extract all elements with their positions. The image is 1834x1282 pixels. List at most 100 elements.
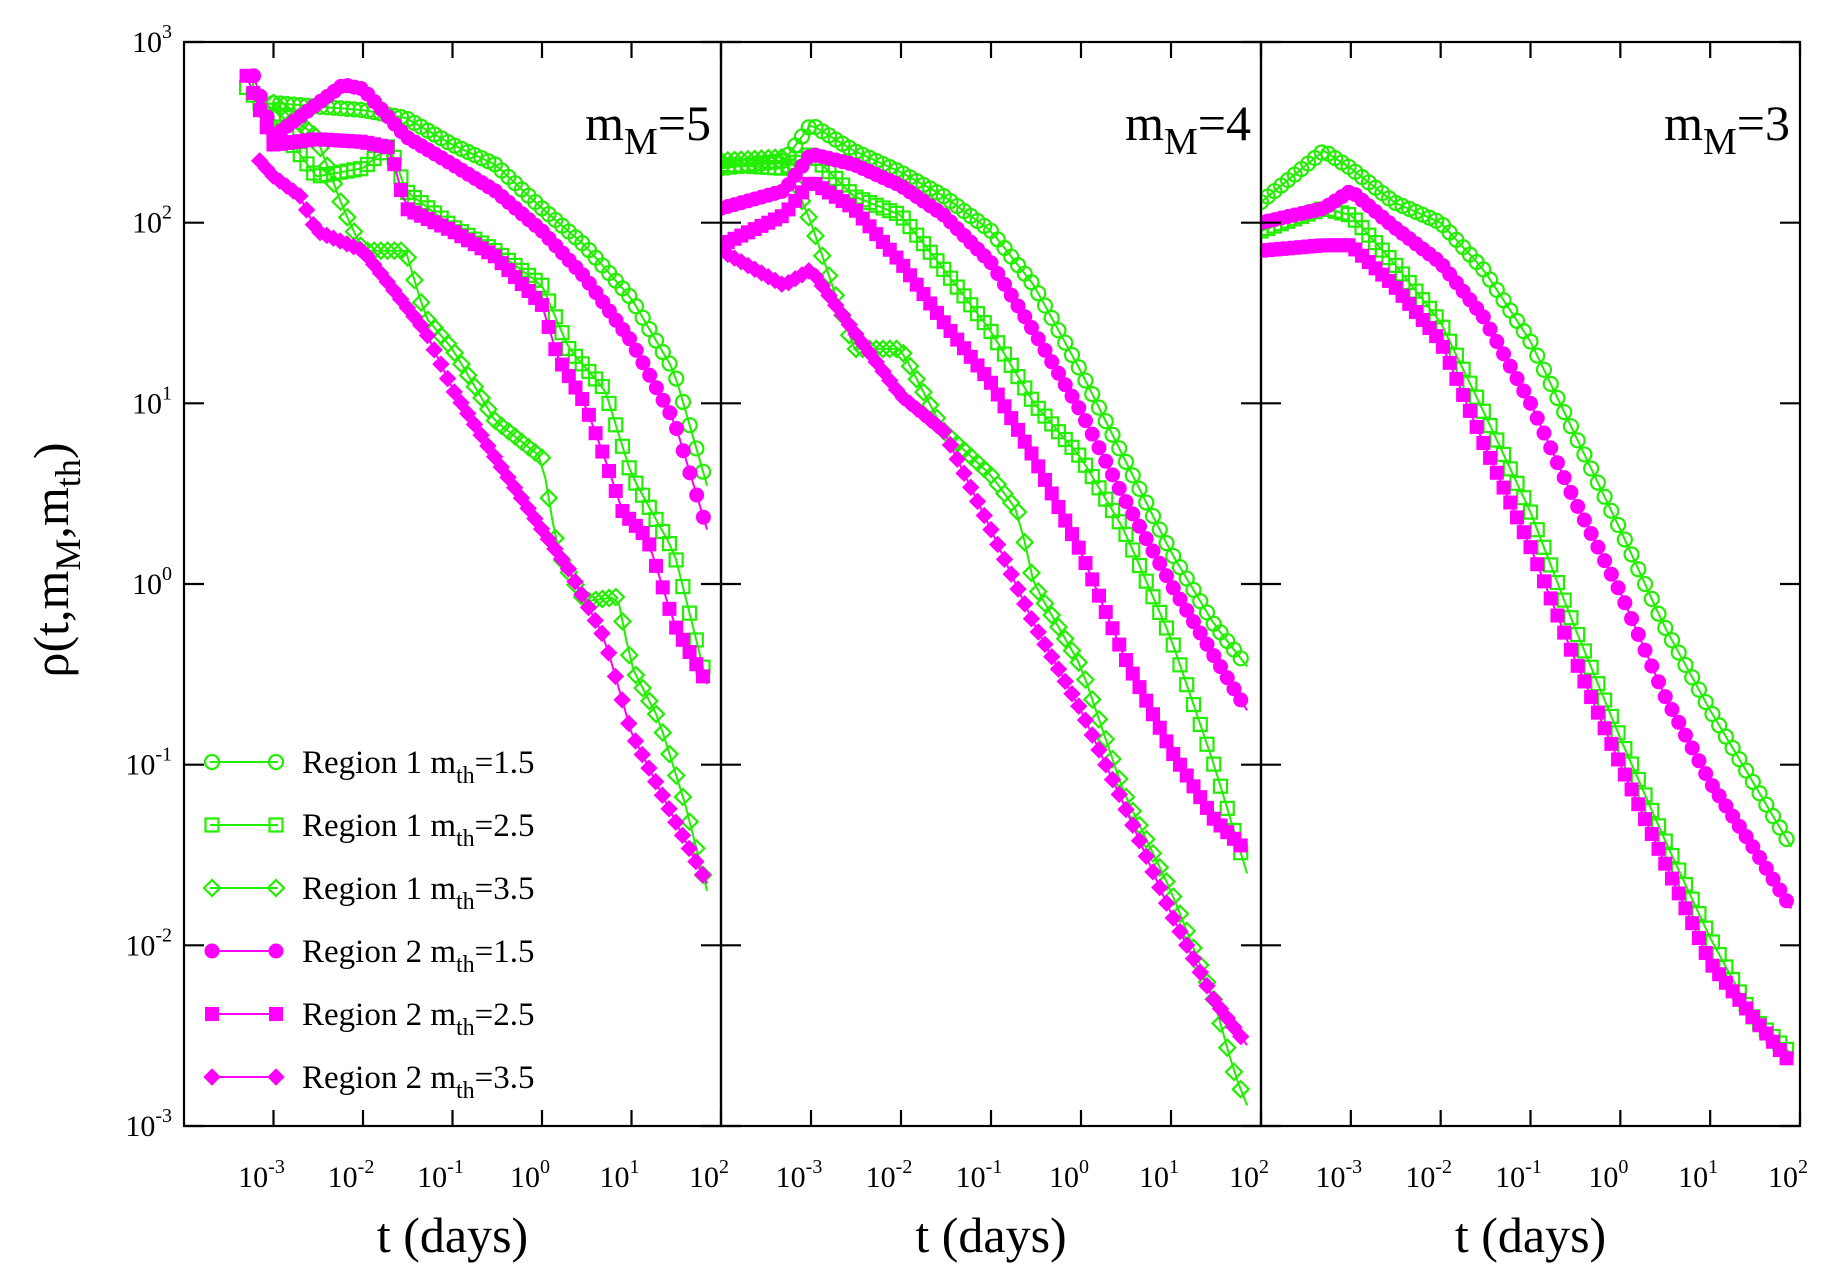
legend-label: Region 2 mth=3.5 xyxy=(302,1060,535,1104)
marker-square xyxy=(1664,871,1679,886)
marker-circle xyxy=(1050,322,1067,339)
y-tick-label: 101 xyxy=(132,382,172,420)
marker-square xyxy=(668,552,684,568)
marker-diamond xyxy=(680,839,698,858)
marker-circle xyxy=(1509,371,1525,387)
marker-circle xyxy=(1226,681,1242,697)
marker-circle xyxy=(695,509,711,525)
marker-diamond xyxy=(492,458,510,476)
series-region-1-m-th-3-5 xyxy=(721,147,1251,1106)
marker-square xyxy=(1536,574,1551,589)
marker-square xyxy=(675,578,691,595)
x-tick-label: 101 xyxy=(600,1156,640,1194)
marker-square xyxy=(682,645,697,660)
marker-circle xyxy=(662,405,678,421)
legend-label: Region 2 mth=2.5 xyxy=(302,997,535,1041)
series-region-2-m-th-2-5 xyxy=(721,176,1248,853)
marker-diamond xyxy=(975,506,993,525)
marker-diamond xyxy=(667,813,685,831)
marker-square xyxy=(1145,589,1161,605)
y-tick-label: 10-1 xyxy=(125,744,172,782)
marker-circle xyxy=(1637,642,1653,658)
marker-circle xyxy=(1482,321,1498,337)
marker-diamond xyxy=(539,488,559,508)
marker-square xyxy=(1085,572,1100,587)
marker-circle xyxy=(674,393,692,410)
marker-diamond xyxy=(751,149,772,169)
marker-square xyxy=(1152,720,1167,735)
marker-square xyxy=(1078,556,1093,571)
marker-diamond xyxy=(519,499,537,518)
marker-circle xyxy=(1549,389,1566,407)
marker-diamond xyxy=(452,394,470,412)
marker-circle xyxy=(1583,460,1600,477)
marker-diamond xyxy=(962,478,980,497)
x-tick-label: 10-2 xyxy=(328,1156,375,1194)
marker-diamond xyxy=(900,356,920,376)
marker-circle xyxy=(1192,625,1208,641)
marker-square xyxy=(1658,856,1673,871)
marker-diamond xyxy=(485,448,504,466)
marker-square xyxy=(588,426,603,441)
marker-square xyxy=(1644,826,1659,841)
y-axis-label: ρ(t,mM,mth) xyxy=(23,443,88,678)
marker-circle xyxy=(1159,568,1174,584)
marker-square xyxy=(1631,797,1646,812)
series-line xyxy=(721,154,1248,711)
marker-diamond xyxy=(202,878,222,898)
marker-square xyxy=(1031,459,1046,474)
x-tick-label: 10-3 xyxy=(1315,1156,1362,1194)
marker-circle xyxy=(203,753,221,771)
marker-circle xyxy=(1643,590,1660,608)
marker-diamond xyxy=(640,759,658,777)
marker-diamond xyxy=(968,492,987,511)
marker-diamond xyxy=(659,744,680,764)
marker-diamond xyxy=(337,207,357,227)
marker-square xyxy=(1516,525,1531,540)
marker-square xyxy=(1017,434,1032,449)
marker-diamond xyxy=(805,226,826,246)
marker-circle xyxy=(990,266,1006,282)
marker-diamond xyxy=(1076,711,1095,729)
marker-circle xyxy=(204,943,220,959)
panels: mM=5 mM=4 mM=3 xyxy=(182,40,1802,1128)
marker-square xyxy=(1435,339,1450,354)
marker-diamond xyxy=(445,343,465,363)
marker-square xyxy=(602,464,617,479)
marker-circle xyxy=(1132,518,1147,534)
marker-square xyxy=(1489,465,1504,480)
marker-diamond xyxy=(1021,563,1042,583)
marker-diamond xyxy=(660,800,678,818)
marker-square xyxy=(1624,782,1639,797)
marker-square xyxy=(1199,736,1215,752)
marker-square xyxy=(541,319,556,334)
marker-diamond xyxy=(653,723,673,743)
marker-circle xyxy=(1556,403,1573,421)
marker-diamond xyxy=(1022,610,1041,628)
marker-circle xyxy=(1758,860,1774,876)
marker-diamond xyxy=(687,852,705,871)
marker-circle xyxy=(1549,455,1565,471)
marker-circle xyxy=(1030,285,1047,302)
marker-circle xyxy=(1105,467,1120,483)
x-tick-label: 10-2 xyxy=(866,1156,913,1194)
marker-circle xyxy=(1644,658,1660,674)
marker-square xyxy=(1617,767,1632,782)
marker-circle xyxy=(1070,359,1087,376)
marker-diamond xyxy=(317,156,337,176)
marker-circle xyxy=(983,255,999,271)
marker-circle xyxy=(1630,626,1646,642)
marker-diamond xyxy=(586,611,604,630)
marker-diamond xyxy=(620,714,638,733)
marker-square xyxy=(1192,716,1208,733)
marker-diamond xyxy=(799,207,819,227)
marker-diamond xyxy=(1036,635,1054,654)
marker-diamond xyxy=(1069,652,1089,672)
marker-diamond xyxy=(1029,623,1047,641)
marker-square xyxy=(1456,387,1471,402)
marker-square xyxy=(1678,901,1693,916)
marker-diamond xyxy=(639,691,659,711)
marker-circle xyxy=(1556,470,1572,486)
marker-diamond xyxy=(411,292,431,313)
marker-diamond xyxy=(1191,963,1209,981)
